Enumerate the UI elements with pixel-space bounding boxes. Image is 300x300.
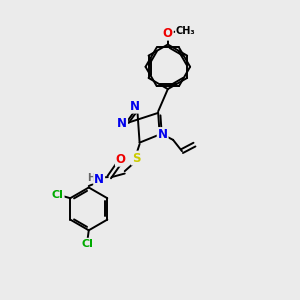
Text: O: O [163, 27, 173, 40]
Text: H: H [87, 173, 95, 183]
Text: Cl: Cl [82, 239, 94, 249]
Text: O: O [116, 153, 126, 166]
Text: Cl: Cl [52, 190, 64, 200]
Text: N: N [94, 173, 104, 186]
Text: N: N [117, 117, 127, 130]
Text: S: S [132, 152, 140, 165]
Text: CH₃: CH₃ [176, 26, 196, 36]
Text: N: N [158, 128, 168, 141]
Text: N: N [130, 100, 140, 113]
